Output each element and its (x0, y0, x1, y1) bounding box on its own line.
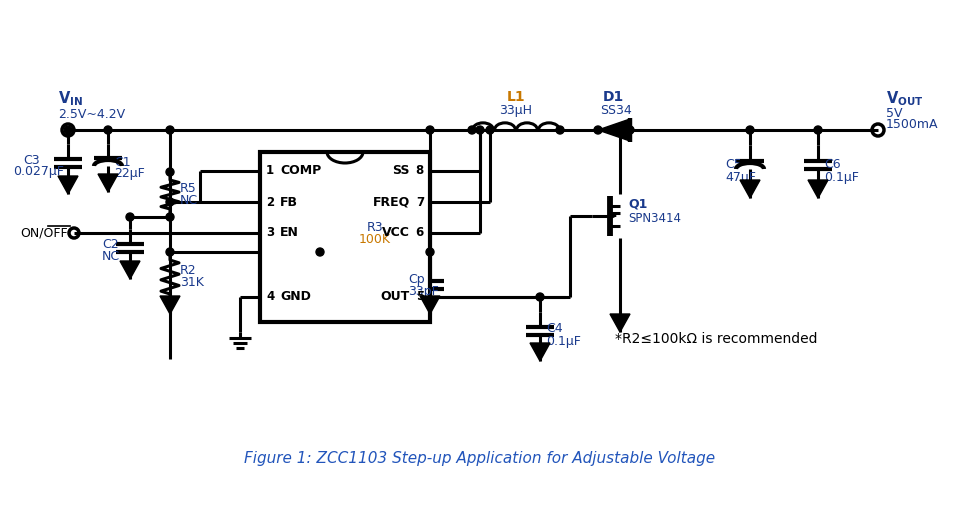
Bar (260, 152, 430, 322)
Text: 5: 5 (416, 291, 424, 304)
Text: Cp: Cp (408, 273, 425, 286)
Circle shape (316, 248, 324, 256)
Polygon shape (598, 119, 630, 141)
Circle shape (166, 213, 174, 221)
Text: *R2≤100kΩ is recommended: *R2≤100kΩ is recommended (615, 332, 817, 346)
Text: Figure 1: ZCC1103 Step-up Application for Adjustable Voltage: Figure 1: ZCC1103 Step-up Application fo… (245, 452, 715, 466)
Text: GND: GND (280, 291, 311, 304)
Circle shape (166, 248, 174, 256)
Text: NC: NC (180, 194, 199, 207)
Circle shape (468, 126, 476, 134)
Text: 0.1μF: 0.1μF (546, 335, 581, 347)
Circle shape (556, 126, 564, 134)
Circle shape (536, 293, 544, 301)
Text: 7: 7 (416, 196, 424, 208)
Polygon shape (120, 261, 140, 279)
Text: 33μH: 33μH (500, 104, 532, 117)
Text: FB: FB (280, 196, 298, 208)
Text: 8: 8 (416, 164, 424, 177)
Text: R2: R2 (180, 265, 197, 277)
Text: R5: R5 (180, 182, 197, 195)
Text: 5V: 5V (886, 107, 902, 120)
Circle shape (486, 126, 494, 134)
Text: C1: C1 (114, 156, 130, 168)
Polygon shape (610, 314, 630, 332)
Text: EN: EN (280, 227, 299, 239)
Text: Q1: Q1 (628, 198, 647, 210)
Circle shape (104, 126, 112, 134)
Circle shape (626, 126, 634, 134)
Circle shape (594, 126, 602, 134)
Text: 0.1μF: 0.1μF (824, 170, 859, 184)
Text: 22μF: 22μF (114, 167, 145, 180)
Circle shape (166, 198, 174, 206)
Text: 33pF: 33pF (408, 285, 439, 299)
Text: 31K: 31K (180, 276, 204, 289)
Text: SPN3414: SPN3414 (628, 211, 681, 225)
Circle shape (814, 126, 822, 134)
Text: SS34: SS34 (600, 104, 632, 117)
Text: ON/OFF: ON/OFF (20, 227, 68, 239)
Text: 47μF: 47μF (725, 170, 756, 184)
Text: VCC: VCC (382, 227, 410, 239)
Polygon shape (420, 296, 440, 314)
Text: C5: C5 (725, 159, 741, 171)
Polygon shape (98, 174, 118, 192)
Circle shape (616, 126, 624, 134)
Text: 100K: 100K (359, 233, 391, 246)
Text: C3: C3 (23, 154, 39, 166)
Circle shape (166, 126, 174, 134)
Text: SS: SS (392, 164, 410, 177)
Text: $\mathdefault{V_{OUT}}$: $\mathdefault{V_{OUT}}$ (886, 89, 924, 108)
Polygon shape (740, 180, 760, 198)
Text: NC: NC (102, 250, 120, 264)
Circle shape (64, 126, 72, 134)
Text: C2: C2 (102, 238, 119, 251)
Circle shape (746, 126, 754, 134)
Text: 3: 3 (266, 227, 274, 239)
Text: 0.027μF: 0.027μF (13, 165, 64, 178)
Text: R3: R3 (366, 221, 384, 234)
Text: 6: 6 (416, 227, 424, 239)
Text: D1: D1 (603, 90, 624, 104)
Polygon shape (808, 180, 828, 198)
Text: COMP: COMP (280, 164, 321, 177)
Circle shape (426, 248, 434, 256)
Text: $\mathdefault{V_{IN}}$: $\mathdefault{V_{IN}}$ (58, 89, 83, 108)
Text: 2: 2 (266, 196, 274, 208)
Polygon shape (530, 343, 550, 361)
Polygon shape (160, 296, 180, 314)
Text: C6: C6 (824, 159, 841, 171)
Circle shape (476, 126, 484, 134)
Circle shape (126, 213, 134, 221)
Text: 2.5V~4.2V: 2.5V~4.2V (58, 108, 125, 121)
Text: FREQ: FREQ (373, 196, 410, 208)
Circle shape (426, 126, 434, 134)
Polygon shape (58, 176, 78, 194)
Text: 1500mA: 1500mA (886, 118, 939, 131)
Circle shape (166, 168, 174, 176)
Text: C4: C4 (546, 322, 563, 336)
Text: 4: 4 (266, 291, 274, 304)
Text: 1: 1 (266, 164, 274, 177)
Text: L1: L1 (506, 90, 526, 104)
Text: OUT: OUT (381, 291, 410, 304)
